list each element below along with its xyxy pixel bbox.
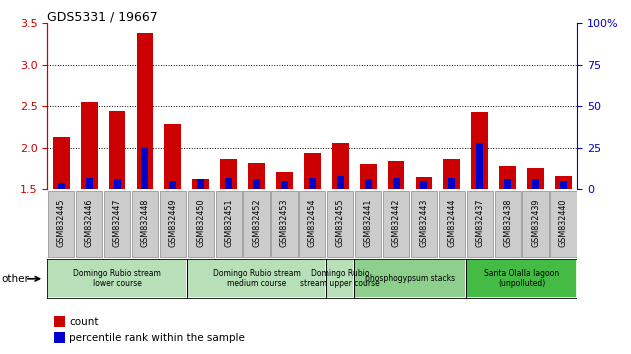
FancyBboxPatch shape [354,259,466,298]
Text: GSM832453: GSM832453 [280,198,289,247]
FancyBboxPatch shape [550,191,577,257]
FancyBboxPatch shape [216,191,242,257]
Bar [476,143,483,189]
Bar [416,177,432,189]
Text: count: count [69,317,99,327]
FancyBboxPatch shape [383,191,409,257]
Bar [53,137,69,189]
Text: GSM832455: GSM832455 [336,198,345,247]
Text: GSM832446: GSM832446 [85,198,93,247]
Text: GSM832452: GSM832452 [252,198,261,247]
Text: GSM832450: GSM832450 [196,198,205,247]
Text: GSM832439: GSM832439 [531,198,540,247]
Bar [81,102,98,189]
Bar [281,181,288,189]
FancyBboxPatch shape [47,259,187,298]
Bar [114,179,121,189]
Bar [58,183,65,189]
Text: GSM832448: GSM832448 [141,198,150,247]
FancyBboxPatch shape [299,191,326,257]
Text: GDS5331 / 19667: GDS5331 / 19667 [47,11,158,24]
Text: GSM832449: GSM832449 [168,198,177,247]
FancyBboxPatch shape [355,191,381,257]
Text: GSM832437: GSM832437 [475,198,484,247]
Text: GSM832440: GSM832440 [559,198,568,247]
Bar [86,178,93,189]
Bar [499,166,516,189]
Text: Domingo Rubio
stream upper course: Domingo Rubio stream upper course [300,269,380,289]
FancyBboxPatch shape [439,191,465,257]
Bar [253,179,260,189]
Text: GSM832443: GSM832443 [420,198,428,247]
Text: phosphogypsum stacks: phosphogypsum stacks [365,274,455,283]
Text: GSM832444: GSM832444 [447,198,456,247]
Bar [192,179,209,189]
Bar [198,179,204,189]
FancyBboxPatch shape [48,191,74,257]
Bar [560,181,567,189]
Bar [555,176,572,189]
FancyBboxPatch shape [466,259,577,298]
FancyBboxPatch shape [327,191,353,257]
Bar [220,159,237,189]
Text: GSM832441: GSM832441 [363,198,373,247]
FancyBboxPatch shape [104,191,130,257]
Bar [504,179,511,189]
Text: GSM832445: GSM832445 [57,198,66,247]
Bar [136,33,153,189]
Bar [225,178,232,189]
FancyBboxPatch shape [160,191,186,257]
FancyBboxPatch shape [466,191,493,257]
Text: Domingo Rubio stream
medium course: Domingo Rubio stream medium course [213,269,300,289]
Bar [471,112,488,189]
FancyBboxPatch shape [187,259,326,298]
Bar [109,111,126,189]
Text: GSM832447: GSM832447 [112,198,122,247]
Text: percentile rank within the sample: percentile rank within the sample [69,333,245,343]
FancyBboxPatch shape [132,191,158,257]
Bar [444,159,460,189]
Text: GSM832451: GSM832451 [224,198,233,247]
Text: GSM832442: GSM832442 [392,198,401,247]
FancyBboxPatch shape [271,191,298,257]
Bar [527,168,544,189]
FancyBboxPatch shape [244,191,269,257]
FancyBboxPatch shape [187,191,214,257]
Text: other: other [1,274,29,284]
Bar [332,143,348,189]
FancyBboxPatch shape [411,191,437,257]
Bar [532,179,539,189]
Bar [169,181,176,189]
Bar [276,172,293,189]
Text: GSM832454: GSM832454 [308,198,317,247]
Bar [392,178,399,189]
FancyBboxPatch shape [522,191,548,257]
Bar [365,179,372,189]
Bar [420,181,427,189]
Bar [337,176,344,189]
Bar [304,153,321,189]
FancyBboxPatch shape [495,191,521,257]
Bar [360,164,377,189]
Bar [309,178,316,189]
Text: GSM832438: GSM832438 [503,198,512,247]
Bar [141,148,148,189]
Bar [387,161,404,189]
Text: Santa Olalla lagoon
(unpolluted): Santa Olalla lagoon (unpolluted) [484,269,559,289]
Bar [165,124,181,189]
Bar [248,163,265,189]
Text: Domingo Rubio stream
lower course: Domingo Rubio stream lower course [73,269,161,289]
Bar [449,178,456,189]
FancyBboxPatch shape [76,191,102,257]
FancyBboxPatch shape [326,259,354,298]
